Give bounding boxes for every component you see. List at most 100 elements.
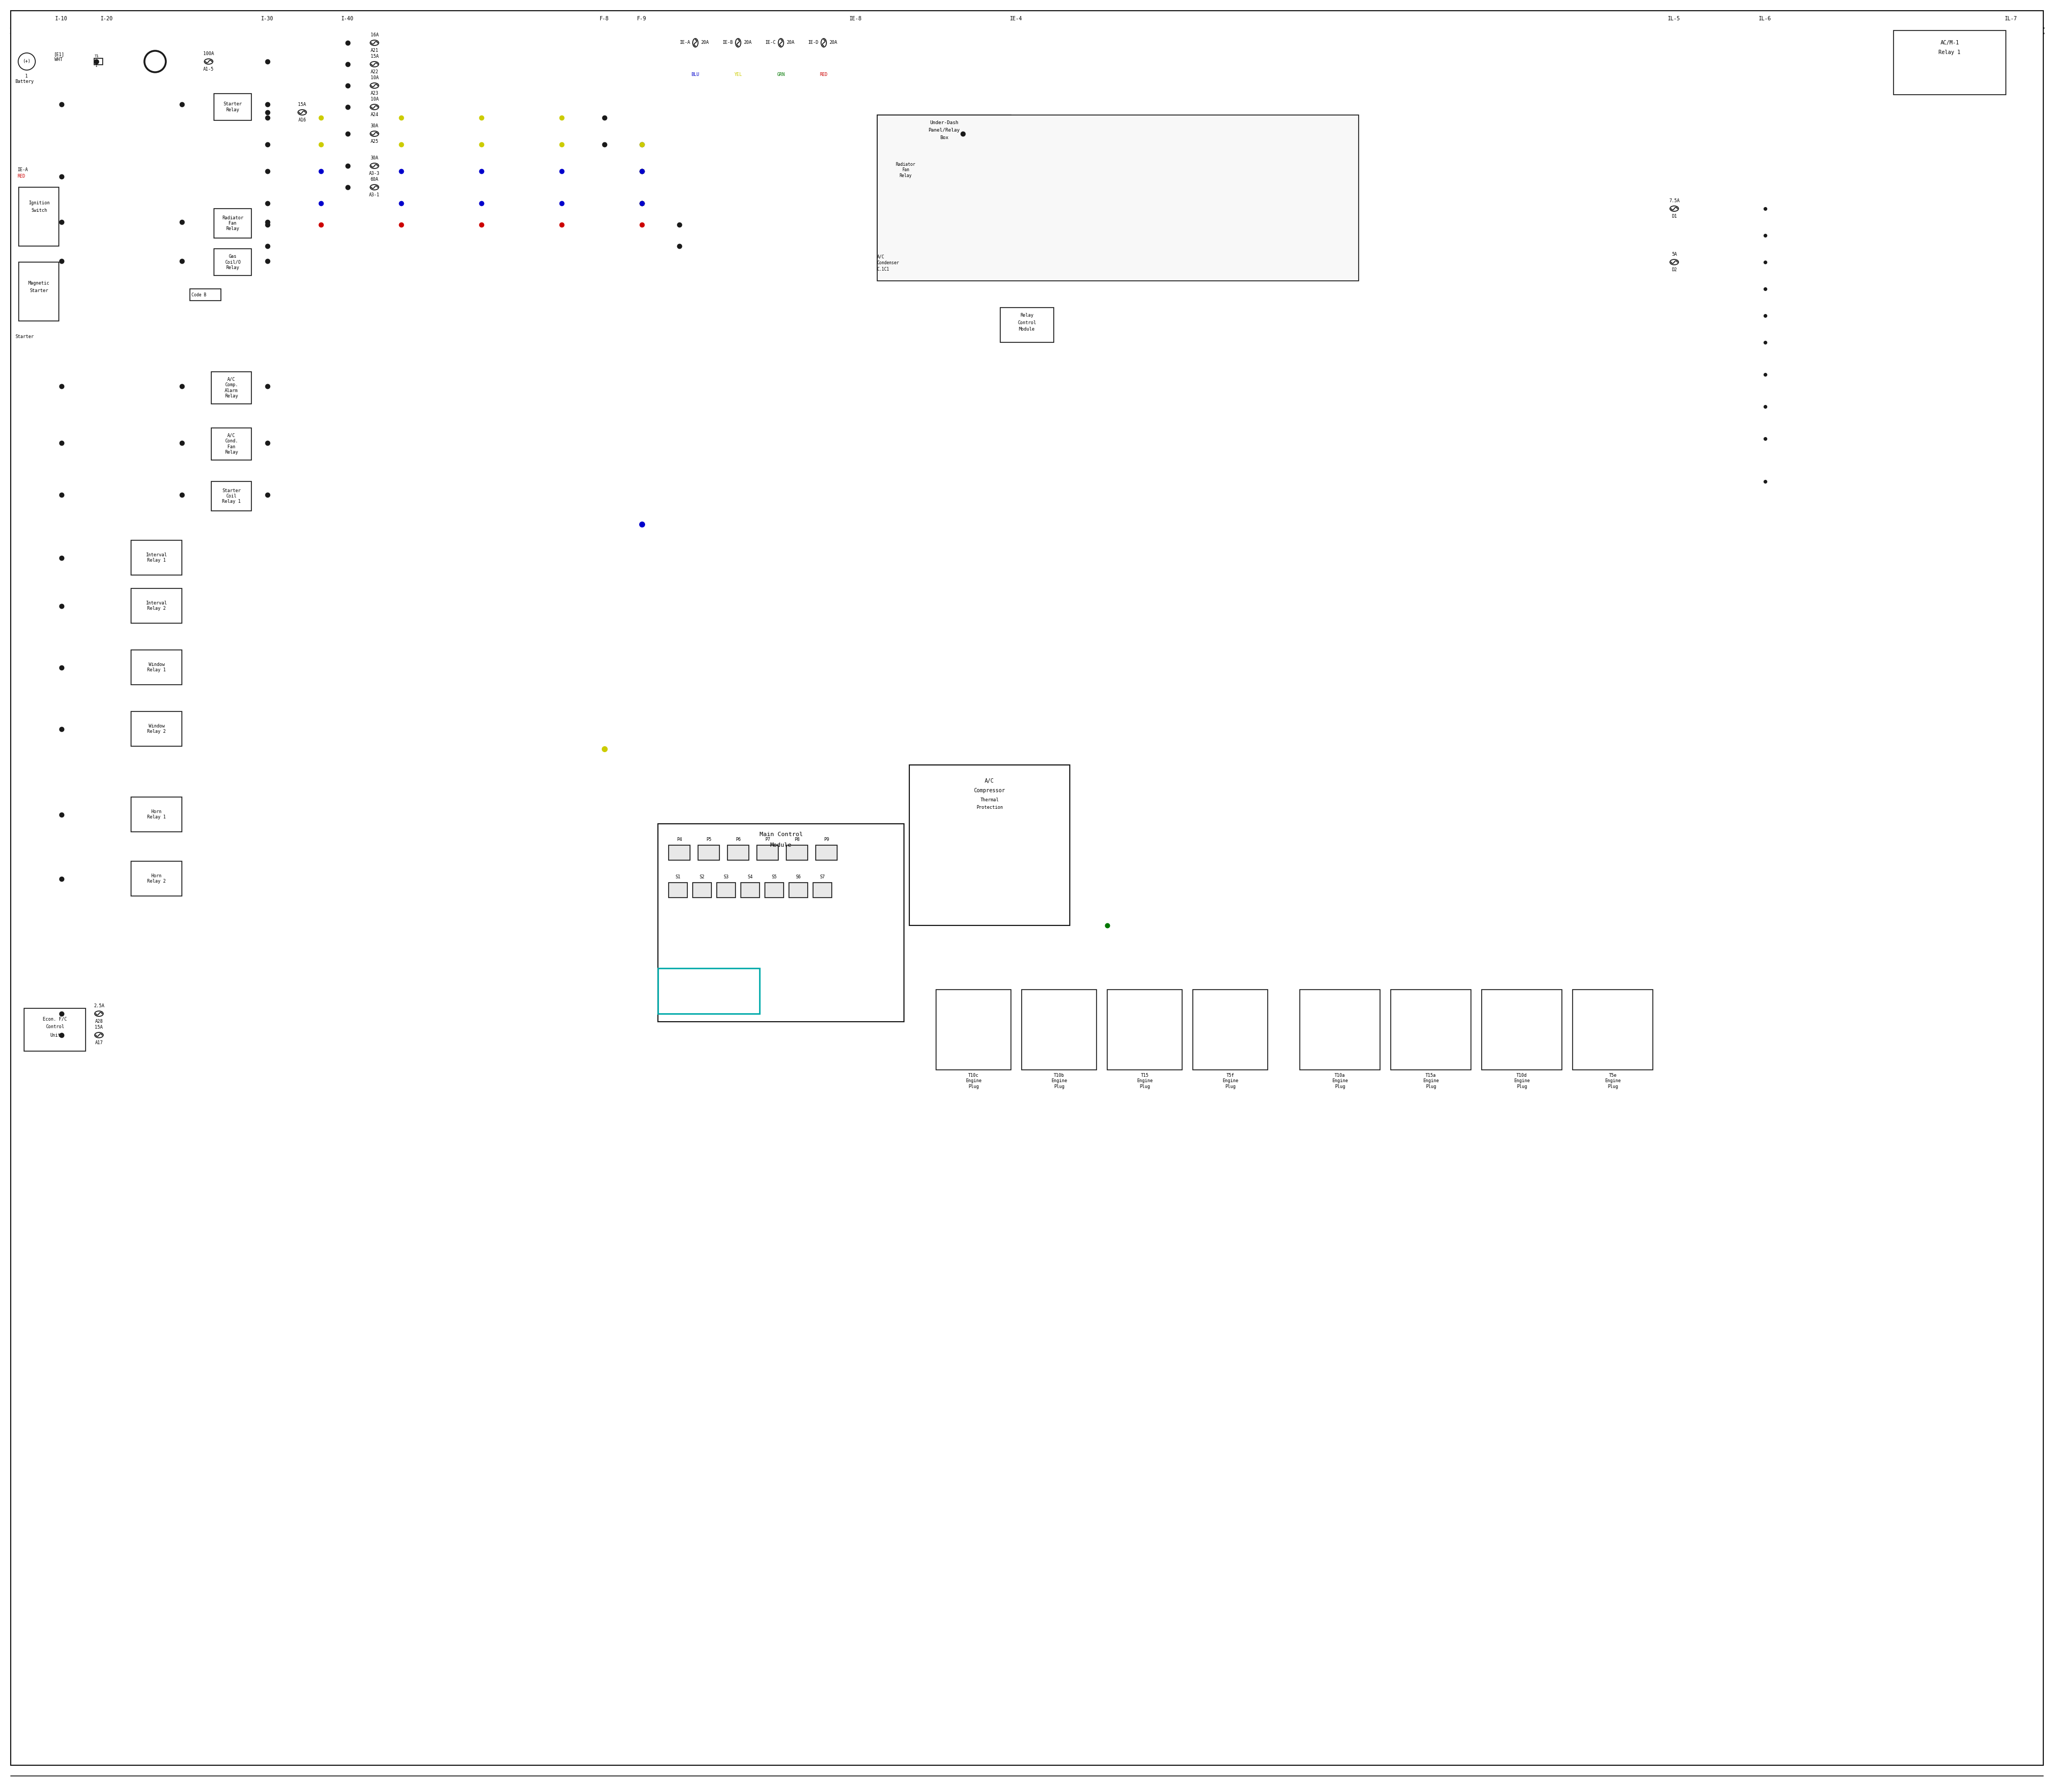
FancyBboxPatch shape — [1573, 989, 1653, 1070]
Text: Protection: Protection — [976, 805, 1002, 810]
Text: Interval
Relay 1: Interval Relay 1 — [146, 552, 166, 563]
FancyBboxPatch shape — [131, 539, 183, 575]
Text: P8: P8 — [795, 837, 799, 842]
Text: IE-4: IE-4 — [1011, 16, 1023, 22]
Text: T10b
Engine
Plug: T10b Engine Plug — [1052, 1073, 1068, 1090]
Ellipse shape — [370, 185, 378, 190]
Text: 5A: 5A — [1672, 253, 1676, 256]
FancyBboxPatch shape — [787, 846, 807, 860]
Text: Radiator
Fan
Relay: Radiator Fan Relay — [896, 161, 916, 177]
Text: I-40: I-40 — [341, 16, 353, 22]
FancyBboxPatch shape — [212, 428, 251, 461]
Text: 15A: 15A — [370, 54, 378, 59]
FancyBboxPatch shape — [214, 249, 251, 276]
Text: 15A: 15A — [94, 1025, 103, 1030]
FancyBboxPatch shape — [18, 262, 60, 321]
Text: Starter
Coil
Relay 1: Starter Coil Relay 1 — [222, 487, 240, 504]
Text: GRN: GRN — [776, 72, 785, 77]
Text: 16A: 16A — [370, 32, 378, 38]
FancyBboxPatch shape — [692, 883, 711, 898]
Ellipse shape — [822, 38, 826, 47]
Text: 1: 1 — [25, 73, 29, 79]
FancyBboxPatch shape — [131, 711, 183, 745]
Text: IL-6: IL-6 — [1758, 16, 1771, 22]
FancyBboxPatch shape — [670, 846, 690, 860]
Text: Battery: Battery — [14, 79, 33, 84]
Text: A23: A23 — [370, 91, 378, 95]
FancyBboxPatch shape — [1894, 30, 2007, 95]
Text: IE-8: IE-8 — [850, 16, 863, 22]
Text: A3-1: A3-1 — [370, 192, 380, 197]
Text: T10a
Engine
Plug: T10a Engine Plug — [1331, 1073, 1347, 1090]
Text: Relay 1: Relay 1 — [1939, 50, 1962, 56]
Text: IE-D: IE-D — [807, 41, 817, 45]
Text: S4: S4 — [748, 874, 752, 880]
FancyBboxPatch shape — [937, 989, 1011, 1070]
Text: Module: Module — [770, 842, 791, 848]
Text: 2.5A: 2.5A — [94, 1004, 105, 1009]
Text: Thermal: Thermal — [980, 797, 998, 803]
Text: 100A: 100A — [203, 52, 214, 56]
Text: S2: S2 — [698, 874, 705, 880]
Ellipse shape — [370, 82, 378, 88]
Text: Radiator
Fan
Relay: Radiator Fan Relay — [222, 215, 242, 231]
FancyBboxPatch shape — [25, 1009, 86, 1052]
Text: Starter: Starter — [14, 335, 33, 339]
Text: S6: S6 — [795, 874, 801, 880]
Text: S5: S5 — [772, 874, 776, 880]
Text: D2: D2 — [1672, 267, 1676, 272]
FancyBboxPatch shape — [910, 765, 1070, 925]
Text: A17: A17 — [94, 1041, 103, 1045]
Text: P5: P5 — [707, 837, 711, 842]
Text: A16: A16 — [298, 118, 306, 122]
Text: YEL: YEL — [733, 72, 741, 77]
FancyBboxPatch shape — [131, 797, 183, 831]
Text: Starter
Relay: Starter Relay — [224, 102, 242, 113]
Text: A22: A22 — [370, 70, 378, 73]
Circle shape — [144, 50, 166, 72]
Text: IE-A: IE-A — [16, 168, 29, 172]
Text: P6: P6 — [735, 837, 741, 842]
Text: Control: Control — [45, 1025, 64, 1029]
Text: IE-A: IE-A — [680, 41, 690, 45]
Text: A24: A24 — [370, 113, 378, 116]
FancyBboxPatch shape — [657, 968, 760, 1014]
Text: Interval
Relay 2: Interval Relay 2 — [146, 600, 166, 611]
Ellipse shape — [203, 59, 214, 65]
Text: P4: P4 — [676, 837, 682, 842]
Text: T1: T1 — [94, 54, 99, 57]
Text: S7: S7 — [820, 874, 826, 880]
Ellipse shape — [94, 1032, 103, 1038]
Text: 10A: 10A — [370, 75, 378, 81]
Text: 20A: 20A — [700, 41, 709, 45]
Text: P7: P7 — [764, 837, 770, 842]
Ellipse shape — [94, 1011, 103, 1016]
Text: Gas
Coil/O
Relay: Gas Coil/O Relay — [224, 254, 240, 271]
Ellipse shape — [370, 104, 378, 109]
Text: 20A: 20A — [787, 41, 795, 45]
Text: 30A: 30A — [370, 124, 378, 129]
FancyBboxPatch shape — [877, 115, 1358, 281]
Text: WHT: WHT — [55, 57, 64, 63]
Text: Relay: Relay — [1021, 314, 1033, 317]
FancyBboxPatch shape — [1300, 989, 1380, 1070]
Text: 15A: 15A — [298, 102, 306, 108]
Text: C.1C1: C.1C1 — [877, 267, 889, 272]
Text: IE-C: IE-C — [764, 41, 776, 45]
Text: T15
Engine
Plug: T15 Engine Plug — [1136, 1073, 1152, 1090]
Ellipse shape — [778, 38, 785, 47]
Text: A25: A25 — [370, 140, 378, 143]
Text: A/C
Comp.
Alarm
Relay: A/C Comp. Alarm Relay — [224, 376, 238, 398]
Text: Code B: Code B — [191, 292, 205, 297]
Text: Control: Control — [1017, 321, 1037, 324]
FancyBboxPatch shape — [131, 650, 183, 685]
Text: A21: A21 — [370, 48, 378, 54]
Ellipse shape — [1670, 260, 1678, 265]
Text: [E1]: [E1] — [53, 52, 64, 57]
FancyBboxPatch shape — [887, 161, 922, 186]
Text: IE-B: IE-B — [723, 41, 733, 45]
Text: A28: A28 — [94, 1020, 103, 1023]
Ellipse shape — [692, 38, 698, 47]
FancyBboxPatch shape — [214, 208, 251, 238]
FancyBboxPatch shape — [764, 883, 785, 898]
